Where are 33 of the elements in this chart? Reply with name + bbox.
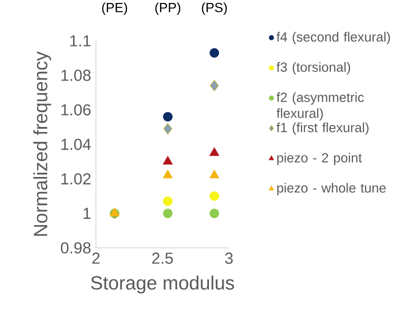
y-tick-label: 1.1: [70, 35, 90, 46]
point: [210, 48, 220, 58]
point: [210, 208, 220, 218]
point: [162, 170, 173, 178]
point: [164, 123, 172, 134]
x-tick-label: 2: [92, 252, 100, 264]
x-tick-label: 3: [225, 252, 233, 264]
y-axis-title: Normalized frequency: [33, 52, 52, 236]
legend-label: f3 (torsional): [276, 62, 350, 75]
legend-label: f1 (first flexural): [276, 122, 369, 135]
legend-label: piezo - whole tune: [277, 182, 386, 196]
point: [163, 208, 173, 218]
point: [210, 80, 219, 92]
point: [163, 112, 173, 122]
y-tick-label: 1: [84, 208, 90, 219]
y-tick-label: 0.98: [60, 242, 91, 254]
y-tick-label: 1.08: [61, 70, 91, 82]
point: [163, 196, 173, 206]
text: (PE): [102, 2, 128, 15]
y-tick-label: 1.04: [61, 138, 91, 150]
legend-label: f4 (second flexural): [276, 32, 390, 44]
text: (PS): [202, 2, 227, 15]
point: [210, 191, 220, 201]
y-tick-label: 1.06: [61, 104, 91, 116]
y-tick-label: 1.02: [61, 173, 90, 185]
point: [209, 170, 220, 178]
legend-label: f2 (asymmetric flexural): [276, 92, 364, 121]
point: [209, 147, 220, 156]
x-tick-label: 2.5: [152, 252, 173, 264]
text: (PP): [155, 2, 180, 15]
legend-label: piezo - 2 point: [277, 152, 362, 166]
x-axis-title: Storage modulus: [91, 276, 234, 294]
point: [162, 156, 173, 165]
